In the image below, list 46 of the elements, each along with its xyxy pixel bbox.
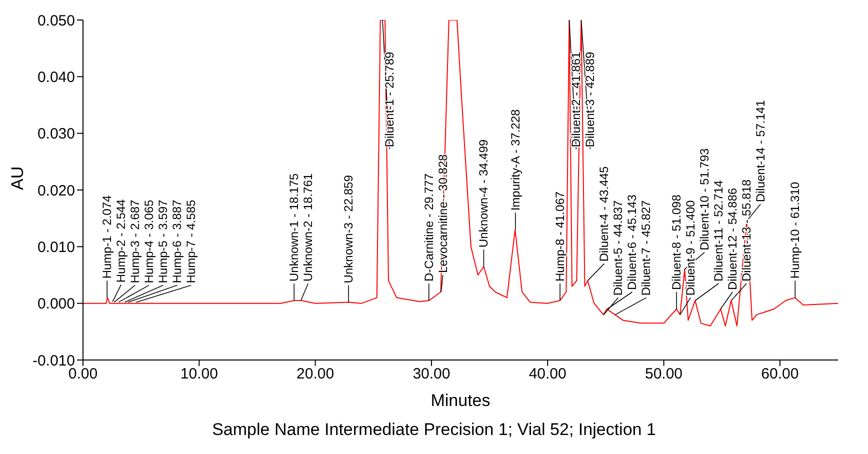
x-axis-title: Minutes xyxy=(430,391,490,410)
text: Sample Name Intermediate Precision 1; Vial 52; Injection 1 xyxy=(211,420,657,440)
x-tick-label: 40.00 xyxy=(528,366,566,383)
annotation: Diluent-9 - 51.400 xyxy=(684,200,698,296)
x-tick-label: 20.00 xyxy=(296,366,334,383)
y-tick-label: 0.010 xyxy=(37,238,75,256)
annotation: Diluent-13 - 55.818 xyxy=(740,179,754,282)
annotation: Hump-4 - 3.065 xyxy=(142,200,156,284)
annotation: Diluent-11 - 52.714 xyxy=(712,180,726,282)
y-tick-label: 0.020 xyxy=(37,182,75,200)
x-tick-label: 60.00 xyxy=(761,366,799,383)
annotation: Unknown-3 - 22.859 xyxy=(342,174,356,284)
x-tick-label: 10.00 xyxy=(180,366,218,383)
annotation: Diluent-7 - 45.827 xyxy=(639,200,654,296)
x-tick-label: 50.00 xyxy=(644,366,683,383)
y-tick-label: 0.050 xyxy=(37,12,75,30)
annotation: Hump-7 - 4.585 xyxy=(184,200,198,284)
annotation: Hump-1 - 2.074 xyxy=(100,194,114,279)
annotation: Hump-6 - 3.887 xyxy=(170,200,184,284)
annotation: Hump-10 - 61.310 xyxy=(788,182,802,279)
annotation: Impurity-A - 37.228 xyxy=(508,108,522,211)
annotation: D-Carnitine - 29.777 xyxy=(422,173,436,282)
annotation: Diluent-14 - 57.141 xyxy=(754,100,768,202)
y-tick-label: 0.040 xyxy=(37,68,75,86)
annotation: Hump-5 - 3.597 xyxy=(156,200,170,284)
annotation: Diluent-5 - 44.837 xyxy=(611,200,626,296)
annotation: Diluent-3 - 42.889 xyxy=(583,51,598,148)
annotation: Hump-8 - 41.067 xyxy=(553,191,568,282)
annotation: Diluent-6 - 45.143 xyxy=(625,194,640,290)
annotation: Diluent-1 - 25.789 xyxy=(382,51,397,148)
y-tick-label: 0.030 xyxy=(37,126,75,143)
annotation: Hump-3 - 2.687 xyxy=(128,200,142,284)
annotation: Diluent-10 - 51.793 xyxy=(698,148,712,250)
y-tick-label: 0.000 xyxy=(37,296,75,313)
annotation: Diluent-4 - 43.445 xyxy=(597,166,612,262)
annotation: Levocarnitine - 30.828 xyxy=(436,154,450,273)
x-tick-label: 30.00 xyxy=(412,366,450,383)
line-series xyxy=(83,20,838,326)
annotation: Hump-2 - 2.544 xyxy=(114,198,128,283)
y-axis-title: AU xyxy=(8,166,28,190)
annotation: Diluent-8 - 51.098 xyxy=(670,194,684,290)
annotation: Diluent-2 - 41.861 xyxy=(569,51,584,148)
annotation: Unknown-1 - 18.175 xyxy=(287,173,302,282)
annotation: Diluent-12 - 54.886 xyxy=(726,188,740,290)
annotation: Unknown-2 - 18.761 xyxy=(301,173,316,282)
annotation: Unknown-4 - 34.499 xyxy=(476,139,491,248)
